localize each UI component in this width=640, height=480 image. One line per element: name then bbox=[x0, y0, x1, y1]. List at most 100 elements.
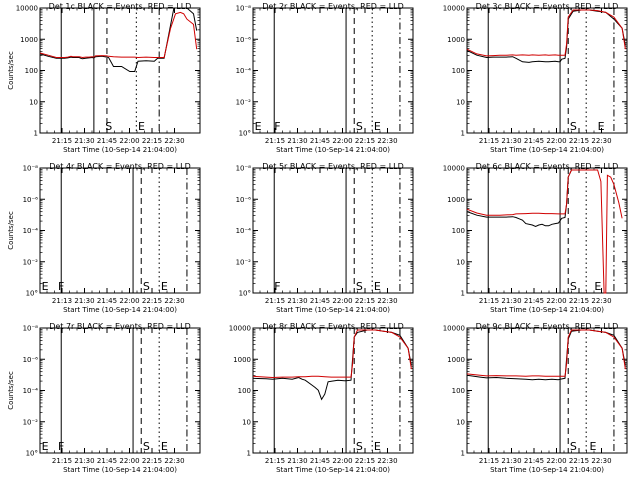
series-black-line bbox=[39, 7, 198, 72]
x-tick-label: 22:15 bbox=[569, 457, 589, 465]
x-axis-label: Start Time (10-Sep-14 21:04:00) bbox=[63, 466, 177, 474]
marker-s: S bbox=[570, 120, 577, 133]
y-tick-label: 10⁻⁴ bbox=[23, 227, 39, 235]
series-red-line bbox=[252, 329, 412, 379]
x-tick-label: 21:30 bbox=[287, 457, 307, 465]
marker-e: E bbox=[589, 440, 596, 453]
y-tick-label: 10⁻⁸ bbox=[23, 165, 39, 173]
y-tick-label: 100 bbox=[452, 67, 465, 75]
y-tick-label: 1000 bbox=[233, 356, 251, 364]
x-tick-label: 22:15 bbox=[569, 297, 589, 305]
y-tick-label: 1000 bbox=[447, 356, 465, 364]
x-tick-label: 21:15 bbox=[479, 137, 499, 145]
y-tick-label: 10⁻² bbox=[236, 258, 252, 266]
marker-f: F bbox=[274, 280, 280, 293]
x-tick-label: 22:00 bbox=[546, 457, 566, 465]
y-tick-label: 10 bbox=[456, 98, 465, 106]
x-tick-label: 22:00 bbox=[119, 137, 139, 145]
x-tick-label: 22:15 bbox=[355, 457, 375, 465]
marker-s: S bbox=[570, 440, 577, 453]
y-tick-label: 100 bbox=[452, 227, 465, 235]
marker-e: E bbox=[42, 280, 49, 293]
x-tick-label: 22:15 bbox=[355, 297, 375, 305]
panel-title: Det 3c BLACK = Events, RED = LLD bbox=[476, 2, 619, 11]
y-tick-label: 10° bbox=[239, 290, 251, 298]
x-tick-label: 22:30 bbox=[164, 457, 184, 465]
x-tick-label: 21:45 bbox=[310, 457, 330, 465]
y-tick-label: 10 bbox=[456, 258, 465, 266]
x-axis-label: Start Time (10-Sep-14 21:04:00) bbox=[490, 146, 604, 154]
x-tick-label: 21:15 bbox=[52, 137, 72, 145]
y-tick-label: 10⁻⁶ bbox=[236, 36, 252, 44]
x-tick-label: 21:30 bbox=[501, 297, 521, 305]
y-tick-label: 10000 bbox=[16, 5, 38, 13]
panel-title: Det 5r BLACK = Events, RED = LLD bbox=[262, 162, 404, 171]
y-tick-label: 10⁻⁸ bbox=[236, 5, 252, 13]
panel-title: Det 2r BLACK = Events, RED = LLD bbox=[262, 2, 404, 11]
x-axis-label: Start Time (10-Sep-14 21:04:00) bbox=[276, 466, 390, 474]
panel-det-6c: Det 6c BLACK = Events, RED = LLD 1 10 100 10… bbox=[443, 162, 628, 314]
y-tick-label: 1000 bbox=[447, 36, 465, 44]
x-tick-label: 22:00 bbox=[119, 297, 139, 305]
marker-e: E bbox=[374, 120, 381, 133]
panel-det-1c: Det 1c BLACK = Events, RED = LLD 1 10 100 10… bbox=[7, 2, 201, 154]
y-tick-label: 10 bbox=[456, 418, 465, 426]
x-tick-label: 21:45 bbox=[97, 137, 117, 145]
x-tick-label: 22:15 bbox=[142, 297, 162, 305]
plot-frame bbox=[466, 167, 628, 294]
plot-frame bbox=[252, 327, 414, 454]
x-tick-label: 21:30 bbox=[74, 137, 94, 145]
series-red-line bbox=[466, 329, 626, 377]
x-tick-label: 21:30 bbox=[287, 137, 307, 145]
y-tick-label: 1 bbox=[34, 130, 38, 138]
marker-s: S bbox=[143, 440, 150, 453]
x-tick-label: 21:15 bbox=[479, 297, 499, 305]
x-tick-label: 22:30 bbox=[164, 137, 184, 145]
x-tick-label: 22:30 bbox=[591, 137, 611, 145]
plot-frame bbox=[252, 7, 414, 134]
y-tick-label: 10⁻⁶ bbox=[236, 196, 252, 204]
x-tick-label: 22:15 bbox=[569, 137, 589, 145]
marker-s: S bbox=[570, 280, 577, 293]
marker-f: F bbox=[58, 280, 64, 293]
x-tick-label: 22:00 bbox=[546, 137, 566, 145]
x-axis-label: Start Time (10-Sep-14 21:04:00) bbox=[276, 306, 390, 314]
plot-frame bbox=[466, 7, 628, 134]
plot-frame bbox=[466, 327, 628, 454]
x-tick-label: 21:30 bbox=[501, 137, 521, 145]
x-tick-label: 22:30 bbox=[377, 297, 397, 305]
y-tick-label: 1000 bbox=[447, 196, 465, 204]
y-axis-label: Counts/sec bbox=[7, 51, 15, 90]
x-tick-label: 22:00 bbox=[546, 297, 566, 305]
y-tick-label: 10° bbox=[26, 450, 38, 458]
y-tick-label: 10° bbox=[239, 130, 251, 138]
y-tick-label: 100 bbox=[238, 387, 251, 395]
y-tick-label: 10⁻² bbox=[23, 258, 39, 266]
marker-s: S bbox=[143, 280, 150, 293]
y-tick-label: 10000 bbox=[443, 325, 465, 333]
x-tick-label: 21:30 bbox=[501, 457, 521, 465]
series-red-line bbox=[39, 11, 198, 59]
y-tick-label: 10⁻⁴ bbox=[23, 387, 39, 395]
x-tick-label: 22:30 bbox=[377, 137, 397, 145]
y-tick-label: 100 bbox=[452, 387, 465, 395]
marker-f: F bbox=[274, 120, 280, 133]
y-axis-label: Counts/sec bbox=[7, 211, 15, 250]
marker-s: S bbox=[105, 120, 112, 133]
panel-det-9c: Det 9c BLACK = Events, RED = LLD 1 10 100 10… bbox=[443, 322, 628, 474]
y-tick-label: 1 bbox=[247, 450, 251, 458]
y-tick-label: 10000 bbox=[443, 5, 465, 13]
marker-e: E bbox=[594, 280, 601, 293]
y-tick-label: 10⁻² bbox=[23, 418, 39, 426]
x-tick-label: 22:15 bbox=[142, 457, 162, 465]
x-tick-label: 22:15 bbox=[355, 137, 375, 145]
marker-f: F bbox=[58, 440, 64, 453]
marker-e: E bbox=[374, 280, 381, 293]
x-tick-label: 22:00 bbox=[119, 457, 139, 465]
x-axis-label: Start Time (10-Sep-14 21:04:00) bbox=[490, 466, 604, 474]
plot-frame bbox=[252, 167, 414, 294]
marker-s: S bbox=[356, 120, 363, 133]
x-tick-label: 22:00 bbox=[332, 297, 352, 305]
x-tick-label: 21:15 bbox=[265, 457, 285, 465]
